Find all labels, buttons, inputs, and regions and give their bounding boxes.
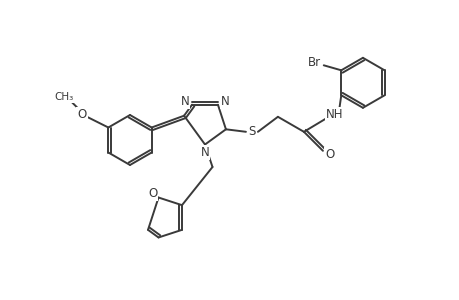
Text: S: S: [248, 125, 255, 138]
Text: O: O: [325, 148, 334, 161]
Text: N: N: [220, 95, 229, 108]
Text: O: O: [77, 108, 86, 121]
Text: N: N: [180, 95, 189, 108]
Text: O: O: [147, 187, 157, 200]
Text: CH₃: CH₃: [54, 92, 73, 102]
Text: NH: NH: [325, 108, 343, 121]
Text: N: N: [200, 146, 209, 159]
Text: Br: Br: [308, 56, 321, 69]
